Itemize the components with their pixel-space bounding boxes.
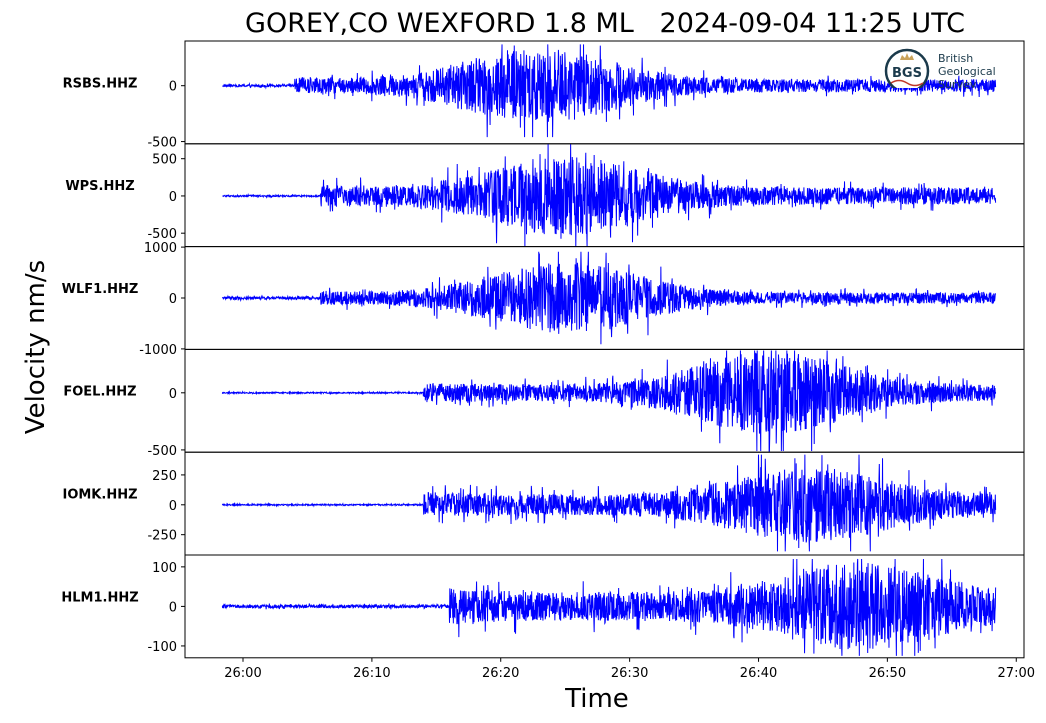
bgs-logo-line-1: British bbox=[938, 52, 973, 65]
y-tick-label: 500 bbox=[152, 153, 177, 168]
y-axis-label: Velocity nm/s bbox=[21, 260, 51, 434]
y-tick-label: 100 bbox=[152, 561, 177, 576]
x-tick-label: 26:40 bbox=[740, 666, 777, 681]
bgs-logo-line-2: Geological bbox=[938, 65, 996, 78]
y-tick-label: -500 bbox=[147, 444, 177, 459]
x-tick-label: 26:20 bbox=[482, 666, 519, 681]
y-tick-label: 0 bbox=[169, 600, 177, 615]
panel-wlf1-hhz: 1000 0 -1000 WLF1.HHZ bbox=[62, 241, 1025, 358]
y-tick-label: 0 bbox=[169, 80, 177, 95]
bgs-logo-line-3: Survey bbox=[938, 78, 977, 91]
chart-title: GOREY,CO WEXFORD 1.8 ML 2024-09-04 11:25… bbox=[245, 8, 965, 39]
station-label: IOMK.HHZ bbox=[62, 487, 137, 502]
waveform-wlf1-hhz bbox=[221, 251, 997, 345]
waveform-rsbs-hhz bbox=[221, 44, 997, 138]
y-tick-label: 1000 bbox=[144, 241, 177, 256]
x-axis: 26:00 26:10 26:20 26:30 26:40 26:50 27:00 bbox=[224, 657, 1035, 681]
waveform-foel-hhz bbox=[221, 350, 997, 452]
x-axis-label: Time bbox=[564, 684, 629, 714]
panels-group: 0-500RSBS.HHZ5000-500WPS.HHZ10000-1000WL… bbox=[61, 40, 1025, 659]
y-tick-label: 250 bbox=[152, 469, 177, 484]
station-label: WPS.HHZ bbox=[65, 179, 134, 194]
y-tick-label: 0 bbox=[169, 292, 177, 307]
bgs-logo-badge: BGS bbox=[892, 66, 922, 81]
panel-iomk-hhz: 250 0 -250 IOMK.HHZ bbox=[62, 451, 1025, 556]
waveform-wps-hhz bbox=[222, 143, 997, 247]
y-tick-label: -1000 bbox=[139, 343, 177, 358]
y-tick-label: 0 bbox=[169, 190, 177, 205]
x-tick-label: 26:10 bbox=[353, 666, 390, 681]
waveform-hlm1-hhz bbox=[221, 558, 997, 656]
panel-foel-hhz: 0 -500 FOEL.HHZ bbox=[63, 348, 1025, 459]
x-tick-label: 26:30 bbox=[611, 666, 648, 681]
y-tick-label: 0 bbox=[169, 387, 177, 402]
bgs-logo-icon bbox=[884, 48, 930, 88]
waveform-iomk-hhz bbox=[221, 454, 997, 552]
y-tick-label: 0 bbox=[169, 499, 177, 514]
y-tick-label: -250 bbox=[147, 529, 177, 544]
x-tick-label: 27:00 bbox=[998, 666, 1035, 681]
station-label: RSBS.HHZ bbox=[63, 76, 138, 91]
y-tick-label: -500 bbox=[147, 227, 177, 242]
y-tick-label: -100 bbox=[147, 640, 177, 655]
x-tick-label: 26:50 bbox=[869, 666, 906, 681]
bgs-logo: BGS British Geological Survey bbox=[884, 48, 996, 91]
station-label: HLM1.HHZ bbox=[61, 590, 138, 605]
wave-icon bbox=[890, 79, 924, 87]
crown-icon bbox=[900, 53, 914, 60]
y-tick-label: -500 bbox=[147, 136, 177, 151]
station-label: WLF1.HHZ bbox=[62, 282, 139, 297]
station-label: FOEL.HHZ bbox=[63, 385, 136, 400]
x-tick-label: 26:00 bbox=[224, 666, 261, 681]
panel-hlm1-hhz: 100 0 -100 HLM1.HHZ bbox=[61, 554, 1025, 659]
